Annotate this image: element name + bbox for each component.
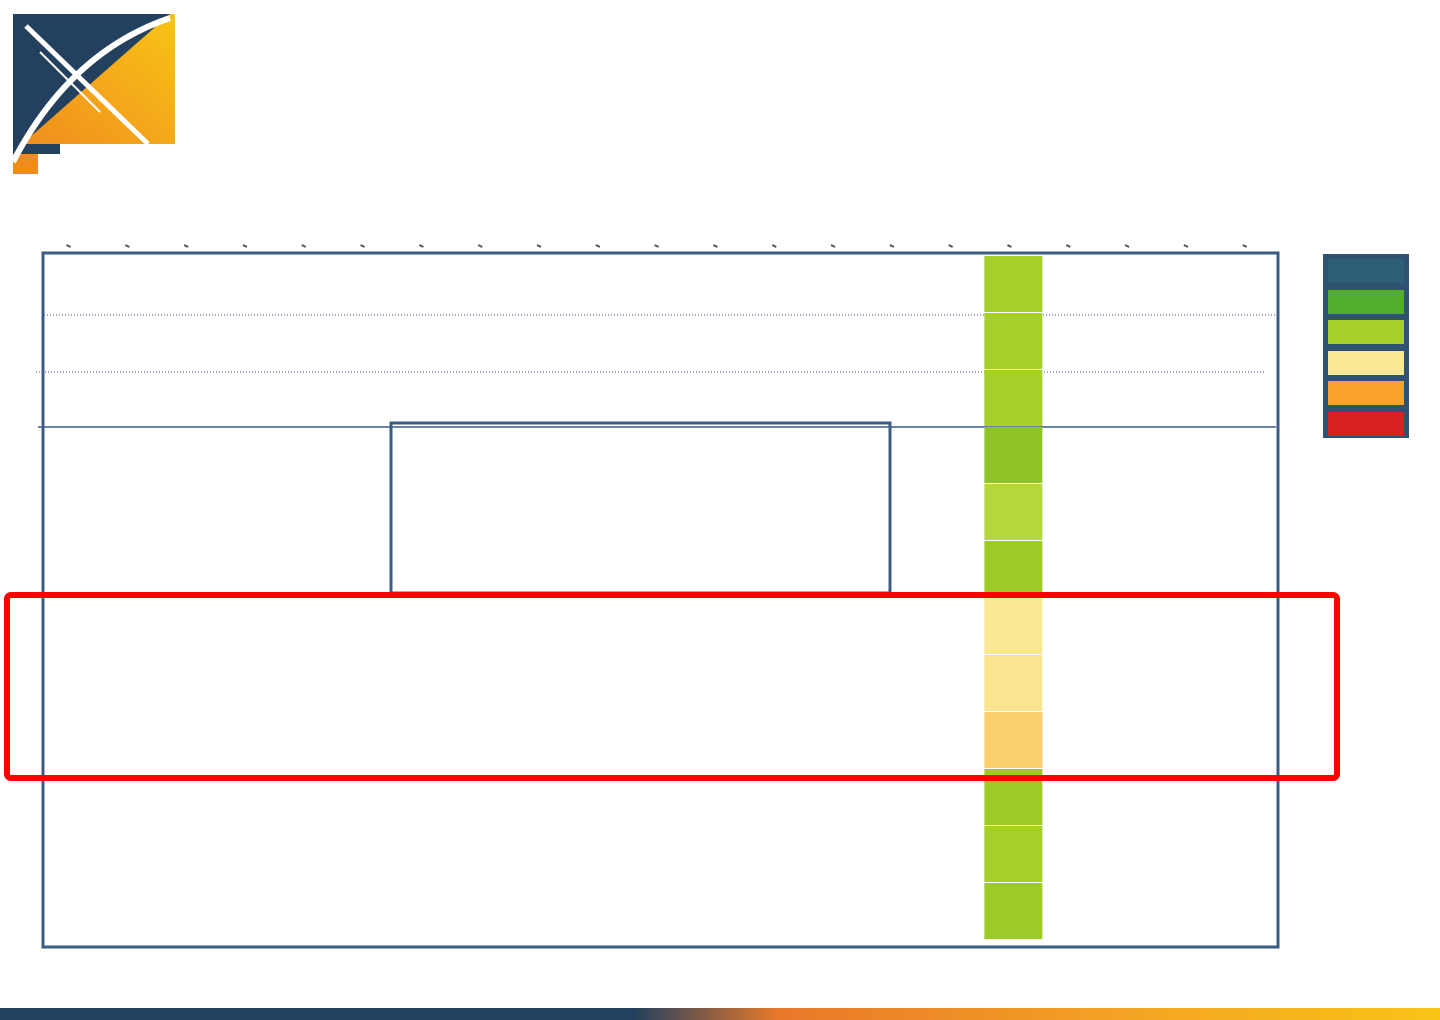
footer-gradient-bar [0, 1008, 1440, 1020]
heatmap-cell [984, 598, 1043, 654]
heatmap-cell [984, 541, 1043, 597]
heatmap-cell [984, 427, 1043, 483]
column-tick-mark [948, 244, 954, 248]
heatmap-cell [984, 826, 1043, 882]
column-tick-mark [418, 244, 424, 248]
heatmap-cell [984, 883, 1043, 939]
heatmap-cell [984, 370, 1043, 426]
column-tick-mark [712, 244, 718, 248]
highlighted-column-cells [984, 256, 1043, 939]
color-legend [1323, 254, 1409, 438]
column-tick-mark [301, 244, 307, 248]
column-tick-mark [477, 244, 483, 248]
heatmap-cell [984, 655, 1043, 711]
column-tick-mark [1124, 244, 1130, 248]
column-tick-mark [242, 244, 248, 248]
heatmap-cell [984, 484, 1043, 540]
inner-callout-box [389, 421, 892, 595]
legend-swatch [1328, 320, 1404, 344]
column-tick-mark [771, 244, 777, 248]
column-tick-mark [124, 244, 130, 248]
column-tick-mark [183, 244, 189, 248]
column-tick-marks [66, 244, 1248, 248]
legend-swatch [1328, 411, 1404, 436]
legend-swatch [1328, 289, 1404, 314]
legend-swatch [1328, 381, 1404, 405]
column-tick-mark [1007, 244, 1012, 248]
heatmap-cell [984, 313, 1043, 369]
x-mark-logo-icon [10, 12, 178, 176]
column-tick-mark [1183, 244, 1189, 248]
column-tick-mark [1065, 244, 1071, 248]
column-tick-mark [360, 244, 366, 248]
chart-frame [41, 251, 1280, 949]
heatmap-cell [984, 256, 1043, 312]
column-tick-mark [654, 244, 660, 248]
column-tick-mark [595, 244, 601, 248]
legend-swatch [1328, 259, 1404, 283]
highlight-box [4, 592, 1340, 781]
heatmap-cell [984, 712, 1043, 768]
legend-swatch [1328, 350, 1404, 375]
column-tick-mark [536, 244, 542, 248]
column-tick-mark [830, 244, 836, 248]
column-tick-mark [889, 244, 895, 248]
column-tick-mark [66, 244, 71, 248]
column-tick-mark [1242, 244, 1248, 248]
